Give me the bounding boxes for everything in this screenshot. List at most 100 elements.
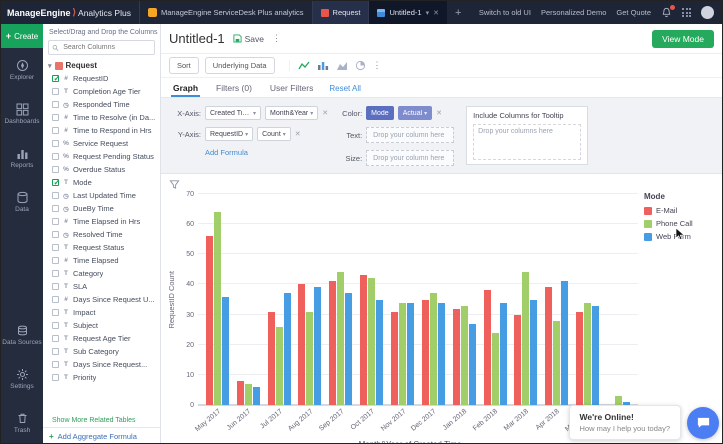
workspace-switcher[interactable]: ManageEngine ServiceDesk Plus analytics — [138, 1, 312, 24]
create-button[interactable]: + Create — [1, 24, 43, 48]
bar[interactable] — [337, 272, 345, 405]
more-chart-types-icon[interactable]: ⋮ — [372, 60, 382, 70]
checkbox[interactable] — [52, 296, 59, 303]
search-input[interactable] — [61, 43, 151, 52]
checkbox[interactable] — [52, 178, 60, 187]
add-tab-button[interactable]: + — [454, 6, 462, 19]
save-button[interactable]: Save — [233, 34, 264, 44]
bar[interactable] — [421, 299, 429, 405]
search-box[interactable] — [48, 40, 155, 55]
collapse-caret-icon[interactable]: ▾ — [48, 62, 52, 70]
checkbox[interactable] — [52, 205, 59, 212]
legend-item[interactable]: E-Mail — [644, 206, 718, 215]
view-mode-button[interactable]: View Mode — [652, 29, 714, 48]
bar[interactable] — [252, 386, 260, 405]
apps-grid-icon[interactable] — [682, 8, 691, 17]
table-request-row[interactable]: ▾ Request — [48, 61, 98, 70]
checkbox[interactable] — [52, 218, 59, 225]
tab-graph[interactable]: Graph — [171, 80, 201, 97]
bar[interactable] — [491, 332, 499, 405]
remove-y-axis-icon[interactable]: ✕ — [294, 131, 301, 138]
sidebar-item-data-sources[interactable]: Data Sources — [1, 313, 43, 357]
bar[interactable] — [622, 402, 630, 405]
checkbox[interactable] — [52, 374, 59, 381]
column-item[interactable]: T Category — [43, 267, 160, 280]
bar[interactable] — [267, 311, 275, 405]
bar[interactable] — [530, 299, 538, 405]
close-tab-icon[interactable]: ✕ — [433, 9, 439, 17]
bar[interactable] — [275, 326, 283, 405]
legend-item[interactable]: Phone Call — [644, 219, 718, 228]
tooltip-drop-zone[interactable]: Drop your columns here — [473, 124, 582, 160]
bar[interactable] — [614, 395, 622, 405]
add-formula-link[interactable]: Add Formula — [205, 148, 248, 157]
bar[interactable] — [429, 293, 437, 405]
column-item[interactable]: T Subject — [43, 319, 160, 332]
column-item[interactable]: ◷ DueBy Time — [43, 202, 160, 215]
x-axis-field-chip[interactable]: Created Time ▾ — [205, 106, 261, 120]
checkbox[interactable] — [52, 74, 60, 83]
bar[interactable] — [398, 302, 406, 405]
remove-color-icon[interactable]: ✕ — [436, 110, 443, 117]
checkbox[interactable] — [52, 153, 59, 160]
column-item[interactable]: T Request Age Tier — [43, 332, 160, 345]
sidebar-item-trash[interactable]: Trash — [1, 401, 43, 443]
checkbox[interactable] — [52, 231, 59, 238]
bar[interactable] — [576, 311, 584, 405]
bar[interactable] — [553, 320, 561, 405]
bar[interactable] — [298, 284, 306, 405]
column-item[interactable]: T Mode — [43, 176, 160, 189]
bar[interactable] — [522, 272, 530, 405]
checkbox[interactable] — [52, 166, 59, 173]
checkbox[interactable] — [52, 361, 59, 368]
column-item[interactable]: T Completion Age Tier — [43, 85, 160, 98]
bar[interactable] — [283, 293, 291, 405]
sort-button[interactable]: Sort — [169, 57, 199, 74]
get-quote-link[interactable]: Get Quote — [616, 8, 651, 17]
bar-chart-icon[interactable] — [317, 60, 329, 71]
bar[interactable] — [561, 281, 569, 405]
checkbox[interactable] — [52, 309, 59, 316]
column-item[interactable]: # Days Since Request U... — [43, 293, 160, 306]
bar[interactable] — [376, 299, 384, 405]
bar[interactable] — [483, 290, 491, 405]
column-item[interactable]: % Overdue Status — [43, 163, 160, 176]
checkbox[interactable] — [52, 101, 59, 108]
sidebar-item-data[interactable]: Data — [1, 180, 43, 224]
checkbox[interactable] — [52, 127, 59, 134]
sidebar-item-reports[interactable]: Reports — [1, 136, 43, 180]
pie-chart-icon[interactable] — [355, 60, 366, 71]
underlying-data-button[interactable]: Underlying Data — [204, 57, 275, 74]
checkbox[interactable] — [52, 140, 59, 147]
sidebar-item-settings[interactable]: Settings — [1, 357, 43, 401]
checkbox[interactable] — [52, 192, 59, 199]
checkbox[interactable] — [52, 348, 59, 355]
bar[interactable] — [514, 314, 522, 405]
checkbox[interactable] — [52, 88, 59, 95]
column-item[interactable]: T SLA — [43, 280, 160, 293]
personalized-demo-link[interactable]: Personalized Demo — [540, 8, 607, 17]
column-item[interactable]: ◷ Last Updated Time — [43, 189, 160, 202]
y-axis-field-chip[interactable]: RequestID ▾ — [205, 127, 254, 141]
bar[interactable] — [236, 380, 244, 405]
column-item[interactable]: # RequestID — [43, 72, 160, 85]
checkbox[interactable] — [52, 270, 59, 277]
x-axis-function-chip[interactable]: Month&Year ▾ — [265, 106, 319, 120]
tab-request[interactable]: Request — [311, 1, 369, 24]
column-item[interactable]: T Days Since Request... — [43, 358, 160, 371]
checkbox[interactable] — [52, 322, 59, 329]
more-options-icon[interactable]: ⋮ — [272, 33, 282, 43]
bar[interactable] — [452, 308, 460, 405]
bar[interactable] — [329, 281, 337, 405]
bar[interactable] — [360, 275, 368, 405]
notifications-button[interactable] — [661, 5, 675, 18]
color-field-chip[interactable]: Mode — [366, 106, 394, 120]
checkbox[interactable] — [52, 283, 59, 290]
column-item[interactable]: T Request Status — [43, 241, 160, 254]
tab-untitled-1[interactable]: Untitled-1 ▾ ✕ — [368, 1, 447, 24]
show-more-tables-link[interactable]: Show More Related Tables — [52, 417, 136, 424]
y-axis-function-chip[interactable]: Count ▾ — [257, 127, 291, 141]
column-item[interactable]: # Time Elapsed in Hrs — [43, 215, 160, 228]
avatar[interactable] — [701, 6, 714, 19]
column-item[interactable]: ◷ Responded Time — [43, 98, 160, 111]
